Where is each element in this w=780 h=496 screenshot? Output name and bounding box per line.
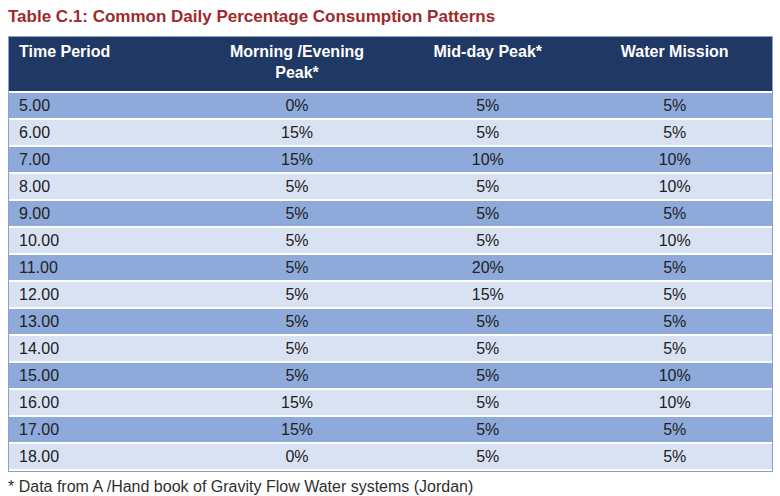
table-row: 10.005%5%10%: [9, 228, 772, 255]
table-row: 8.005%5%10%: [9, 174, 772, 201]
table-cell: 8.00: [9, 174, 196, 201]
table-footnote: * Data from A /Hand book of Gravity Flow…: [8, 477, 773, 496]
table-cell: 5%: [577, 120, 772, 147]
table-cell: 5%: [398, 309, 577, 336]
table-cell: 5%: [196, 282, 398, 309]
table-header: Time Period Morning /Evening Peak* Mid-day…: [9, 37, 772, 93]
table-cell: 10%: [577, 174, 772, 201]
table-cell: 9.00: [9, 201, 196, 228]
table-cell: 5%: [398, 417, 577, 444]
table-cell: 5%: [398, 444, 577, 471]
table-cell: 5%: [196, 174, 398, 201]
table-cell: 5%: [577, 309, 772, 336]
table-cell: 5%: [398, 363, 577, 390]
table-row: 16.0015%5%10%: [9, 390, 772, 417]
column-header-2: Mid-day Peak*: [398, 37, 577, 93]
table-cell: 5%: [577, 336, 772, 363]
table-cell: 5%: [398, 201, 577, 228]
table-cell: 5%: [196, 363, 398, 390]
consumption-patterns-table: Time Period Morning /Evening Peak* Mid-day…: [8, 36, 773, 472]
table-cell: 5%: [196, 309, 398, 336]
header-row: Time Period Morning /Evening Peak* Mid-day…: [9, 37, 772, 93]
table-cell: 15%: [196, 147, 398, 174]
column-header-0: Time Period: [9, 37, 196, 93]
table-cell: 0%: [196, 93, 398, 120]
table-cell: 16.00: [9, 390, 196, 417]
table-cell: 15%: [398, 282, 577, 309]
column-header-3: Water Mission: [577, 37, 772, 93]
table-cell: 15.00: [9, 363, 196, 390]
table-cell: 5%: [196, 255, 398, 282]
table-row: 13.005%5%5%: [9, 309, 772, 336]
table-cell: 5%: [196, 228, 398, 255]
column-header-label: Mid-day Peak*: [434, 42, 542, 63]
table-cell: 5.00: [9, 93, 196, 120]
table-row: 7.0015%10%10%: [9, 147, 772, 174]
table-cell: 17.00: [9, 417, 196, 444]
table-cell: 18.00: [9, 444, 196, 471]
table-cell: 12.00: [9, 282, 196, 309]
table-row: 15.005%5%10%: [9, 363, 772, 390]
table-cell: 20%: [398, 255, 577, 282]
table-cell: 15%: [196, 417, 398, 444]
table-cell: 10%: [398, 147, 577, 174]
table-cell: 5%: [577, 444, 772, 471]
table-cell: 5%: [196, 336, 398, 363]
column-header-label: Morning /Evening Peak*: [211, 42, 383, 84]
table-cell: 10%: [577, 390, 772, 417]
table-row: 12.005%15%5%: [9, 282, 772, 309]
table-row: 17.0015%5%5%: [9, 417, 772, 444]
table-cell: 5%: [398, 120, 577, 147]
table-cell: 14.00: [9, 336, 196, 363]
table-cell: 6.00: [9, 120, 196, 147]
table-cell: 5%: [398, 390, 577, 417]
table-cell: 13.00: [9, 309, 196, 336]
table-cell: 7.00: [9, 147, 196, 174]
table-cell: 5%: [577, 255, 772, 282]
table-cell: 5%: [577, 417, 772, 444]
column-header-label: Time Period: [19, 42, 110, 63]
column-header-1: Morning /Evening Peak*: [196, 37, 398, 93]
table-cell: 15%: [196, 120, 398, 147]
table-cell: 10%: [577, 147, 772, 174]
table-row: 6.0015%5%5%: [9, 120, 772, 147]
document-page: Table C.1: Common Daily Percentage Consu…: [0, 0, 780, 496]
table-cell: 10%: [577, 228, 772, 255]
table-cell: 5%: [196, 201, 398, 228]
table-cell: 15%: [196, 390, 398, 417]
table-cell: 5%: [577, 93, 772, 120]
table-row: 9.005%5%5%: [9, 201, 772, 228]
table-cell: 11.00: [9, 255, 196, 282]
table-row: 14.005%5%5%: [9, 336, 772, 363]
table-cell: 5%: [398, 228, 577, 255]
column-header-label: Water Mission: [621, 42, 729, 63]
table-row: 5.000%5%5%: [9, 93, 772, 120]
table-cell: 5%: [577, 282, 772, 309]
table-caption: Table C.1: Common Daily Percentage Consu…: [8, 6, 773, 27]
table-cell: 10.00: [9, 228, 196, 255]
table-cell: 0%: [196, 444, 398, 471]
table-body: 5.000%5%5%6.0015%5%5%7.0015%10%10%8.005%…: [9, 93, 772, 471]
table-cell: 5%: [398, 93, 577, 120]
table-cell: 5%: [398, 336, 577, 363]
table-row: 11.005%20%5%: [9, 255, 772, 282]
table-row: 18.000%5%5%: [9, 444, 772, 471]
table-cell: 10%: [577, 363, 772, 390]
table-cell: 5%: [577, 201, 772, 228]
table-cell: 5%: [398, 174, 577, 201]
